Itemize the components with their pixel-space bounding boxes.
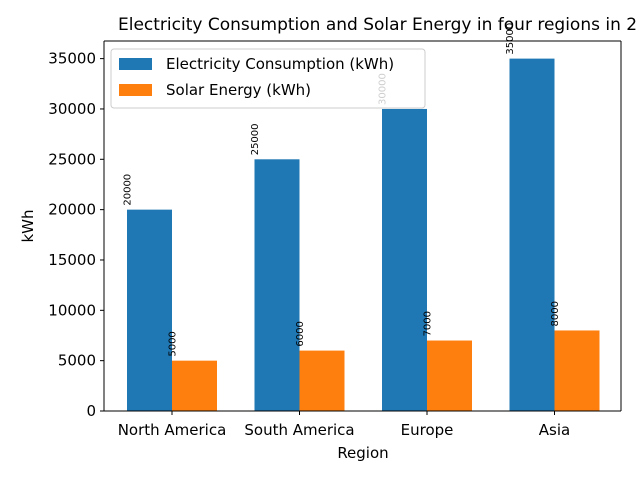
data-label-solar-2: 7000 <box>423 311 434 336</box>
x-tick-label: Europe <box>401 421 454 439</box>
data-label-electricity-1: 25000 <box>250 123 261 155</box>
y-ticks: 0 5000 10000 15000 20000 25000 30000 35000 <box>48 50 104 420</box>
x-axis-title: Region <box>337 444 388 462</box>
data-label-solar-0: 5000 <box>168 331 179 356</box>
x-ticks: North America South America Europe Asia <box>118 411 570 439</box>
legend-swatch <box>119 58 152 70</box>
bar-solar-2 <box>427 340 472 411</box>
legend-swatch <box>119 84 152 96</box>
bar-solar-0 <box>172 360 217 411</box>
bar-electricity-2 <box>382 108 427 412</box>
y-tick-label: 20000 <box>48 201 96 219</box>
chart-title: Electricity Consumption and Solar Energy… <box>118 15 637 35</box>
legend-label: Electricity Consumption (kWh) <box>166 55 394 73</box>
legend-box <box>110 48 426 109</box>
bar-solar-1 <box>299 350 345 411</box>
y-tick-label: 10000 <box>48 301 96 319</box>
data-label-solar-1: 6000 <box>295 321 306 346</box>
y-tick-label: 30000 <box>48 100 96 118</box>
bar-electricity-1 <box>254 159 300 411</box>
y-axis-title: kWh <box>19 209 37 242</box>
x-tick-label: North America <box>118 421 227 439</box>
data-label-electricity-0: 20000 <box>123 174 134 206</box>
bar-electricity-0 <box>127 209 172 411</box>
bars <box>127 58 600 412</box>
y-tick-label: 25000 <box>48 150 96 168</box>
legend: Electricity Consumption (kWh) Solar Energ… <box>110 48 426 109</box>
x-tick-label: South America <box>244 421 354 439</box>
y-tick-label: 35000 <box>48 50 96 68</box>
y-tick-label: 0 <box>86 402 96 420</box>
legend-label: Solar Energy (kWh) <box>166 81 311 99</box>
y-tick-label: 5000 <box>58 352 96 370</box>
bar-solar-3 <box>554 330 600 411</box>
data-label-solar-3: 8000 <box>550 301 561 326</box>
y-tick-label: 15000 <box>48 251 96 269</box>
axes <box>103 40 622 412</box>
x-tick-label: Asia <box>539 421 570 439</box>
bar-electricity-3 <box>509 58 555 411</box>
data-label-electricity-3: 35000 <box>505 23 516 55</box>
